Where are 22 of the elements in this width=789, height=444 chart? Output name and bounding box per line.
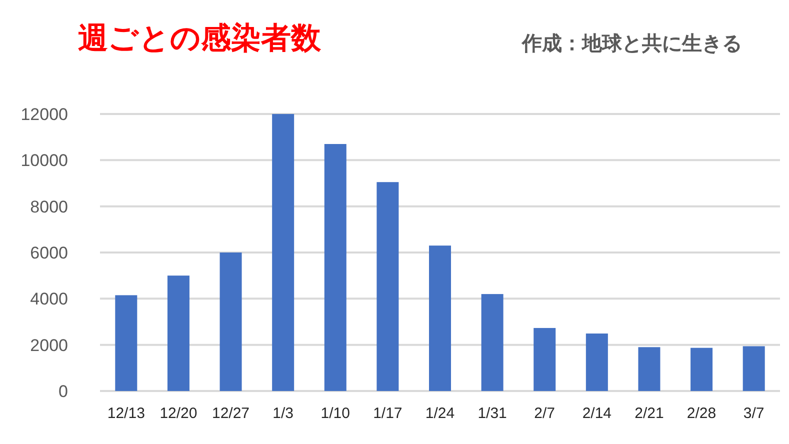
x-tick-label: 1/10 <box>320 405 350 422</box>
x-tick-label: 1/24 <box>425 405 455 422</box>
x-tick-label: 1/17 <box>373 405 402 422</box>
x-tick-label: 12/13 <box>107 405 145 422</box>
x-tick-label: 12/27 <box>212 405 250 422</box>
text: 作成：地球と共に生きる <box>521 33 742 55</box>
y-tick-label: 8000 <box>30 197 68 216</box>
x-tick-label: 12/20 <box>160 405 198 422</box>
y-tick-label: 12000 <box>20 105 68 124</box>
x-tick-label: 2/21 <box>634 405 664 422</box>
y-tick-label: 10000 <box>20 151 68 170</box>
y-tick-label: 0 <box>58 382 68 401</box>
y-tick-label: 6000 <box>30 244 68 262</box>
chart-title: 週ごとの感染者数 <box>78 21 322 55</box>
y-tick-label: 4000 <box>30 290 68 309</box>
x-tick-label: 3/7 <box>743 405 764 422</box>
x-tick-label: 2/14 <box>582 405 612 422</box>
y-tick-label: 2000 <box>30 336 68 355</box>
x-tick-label: 1/3 <box>272 405 294 422</box>
x-tick-label: 1/31 <box>478 405 507 422</box>
x-tick-label: 2/7 <box>534 405 556 422</box>
x-tick-label: 2/28 <box>686 405 716 422</box>
